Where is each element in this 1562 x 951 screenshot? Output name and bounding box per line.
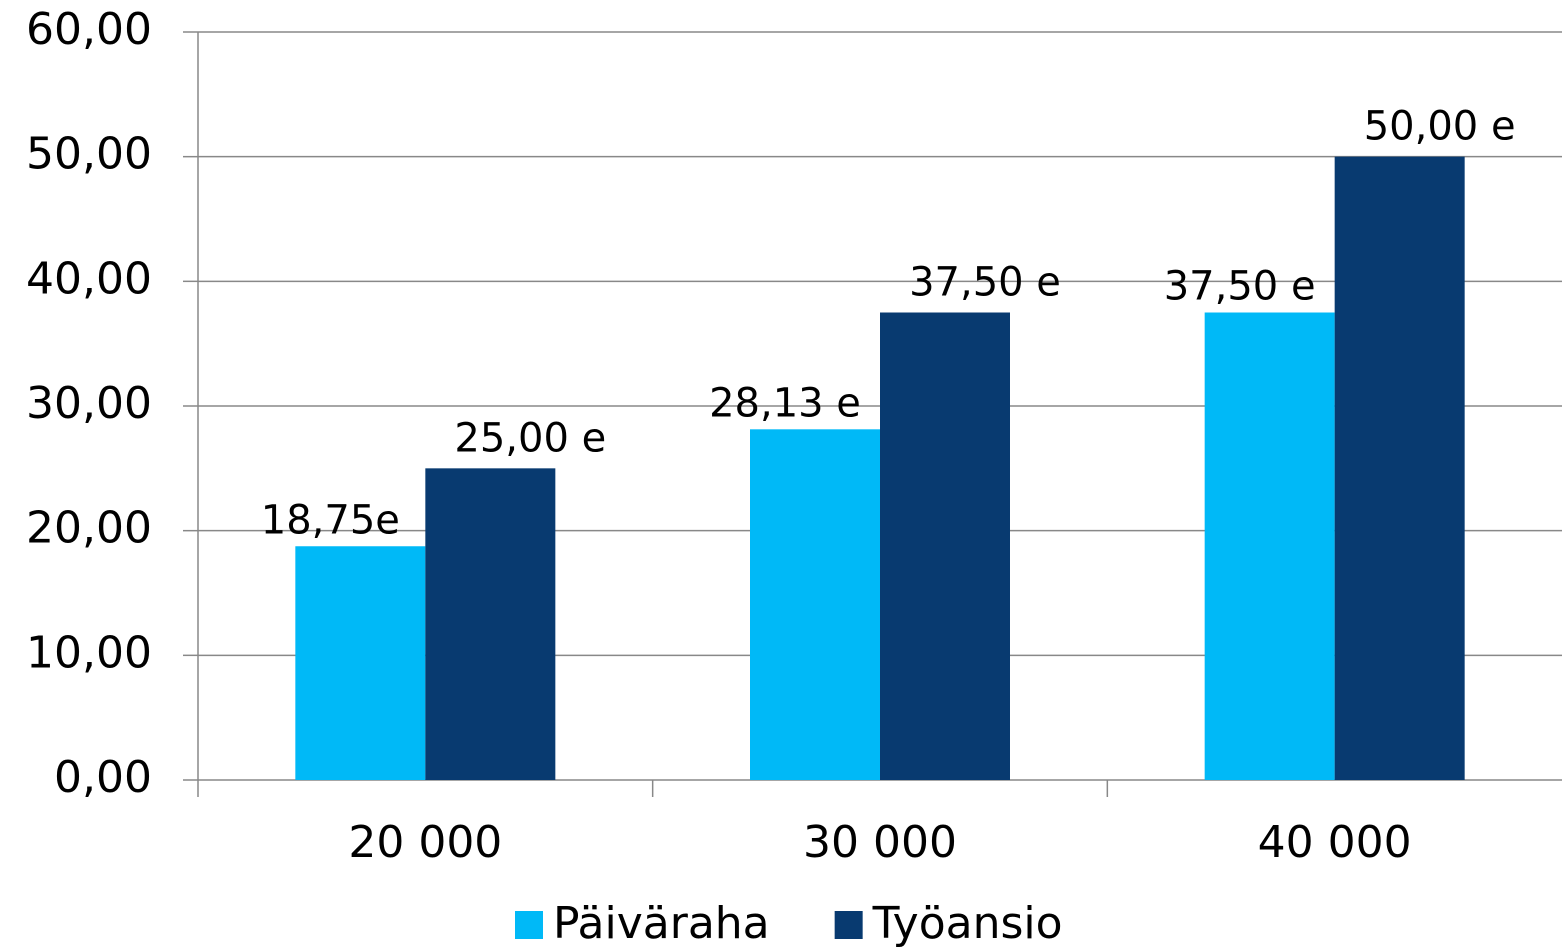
value-label: 18,75e: [261, 497, 400, 543]
legend-label: Päiväraha: [553, 898, 770, 949]
y-tick-label: 20,00: [26, 503, 152, 554]
y-tick-label: 10,00: [26, 627, 152, 678]
bar: [1334, 156, 1465, 780]
x-tick-label: 40 000: [1258, 817, 1412, 868]
y-tick-label: 0,00: [54, 752, 152, 803]
bar: [880, 312, 1010, 780]
value-label: 37,50 e: [1164, 264, 1316, 310]
value-label: 25,00 e: [454, 415, 606, 461]
value-label: 50,00 e: [1364, 104, 1516, 150]
value-label: 37,50 e: [909, 260, 1061, 306]
x-tick-label: 30 000: [803, 817, 957, 868]
legend-swatch: [515, 911, 543, 939]
x-tick-label: 20 000: [348, 817, 502, 868]
bar: [295, 546, 426, 780]
bar: [750, 429, 880, 780]
bar: [1204, 312, 1335, 780]
y-tick-label: 40,00: [26, 253, 152, 304]
value-label: 28,13 e: [709, 380, 861, 426]
y-tick-label: 50,00: [26, 129, 152, 180]
y-tick-label: 60,00: [26, 4, 152, 55]
y-tick-label: 30,00: [26, 378, 152, 429]
bar: [425, 468, 556, 780]
legend-label: Työansio: [872, 898, 1063, 949]
legend-swatch: [834, 911, 863, 939]
